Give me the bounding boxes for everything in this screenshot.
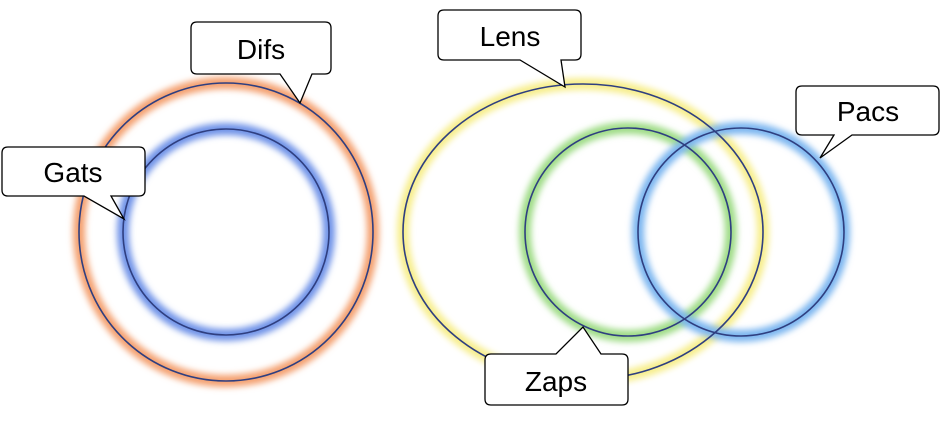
callout-gats: Gats <box>1 146 146 221</box>
callout-pacs: Pacs <box>795 85 940 159</box>
outline-layer <box>78 82 845 382</box>
zaps-set <box>524 127 732 337</box>
difs-set <box>78 82 374 382</box>
callout-difs-bubble <box>190 21 332 105</box>
callout-lens-bubble <box>437 9 582 89</box>
callout-zaps-bubble <box>484 325 629 406</box>
zaps-glow <box>519 122 737 342</box>
glow-layer <box>73 77 850 387</box>
callout-lens: Lens <box>437 9 582 89</box>
gats-glow <box>117 123 335 341</box>
gats-set <box>122 128 330 336</box>
pacs-set <box>637 127 845 337</box>
set-label-lens: Lens <box>480 21 541 52</box>
set-label-difs: Difs <box>237 34 285 65</box>
set-label-pacs: Pacs <box>837 96 899 127</box>
callout-difs: Difs <box>190 21 332 105</box>
callout-gats-bubble <box>1 146 146 221</box>
callout-zaps: Zaps <box>484 325 629 406</box>
set-label-zaps: Zaps <box>525 366 587 397</box>
callout-pacs-bubble <box>795 85 940 159</box>
set-label-gats: Gats <box>43 157 102 188</box>
